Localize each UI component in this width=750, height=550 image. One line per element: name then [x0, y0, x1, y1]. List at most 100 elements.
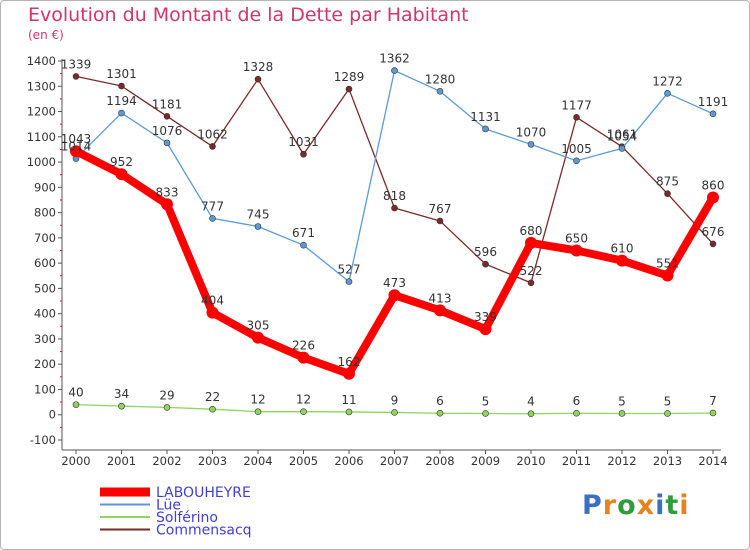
data-label: 413 — [429, 291, 452, 305]
data-label: 680 — [520, 224, 543, 238]
x-tick-label: 2012 — [607, 454, 636, 468]
y-tick-label: 300 — [34, 332, 56, 346]
data-label: 860 — [702, 178, 725, 192]
data-label: 676 — [702, 225, 725, 239]
data-label: 6 — [436, 394, 444, 408]
y-tick-label: 100 — [34, 382, 56, 396]
logo-letter: i — [679, 490, 690, 521]
data-label: 7 — [709, 394, 717, 408]
data-label: 404 — [201, 294, 224, 308]
data-point — [300, 241, 307, 249]
data-label: 1054 — [607, 129, 638, 143]
data-label: 777 — [201, 199, 224, 213]
data-point — [436, 217, 444, 225]
data-point — [618, 145, 626, 152]
data-label: 1131 — [470, 110, 501, 124]
proxiti-logo: Proxiti — [582, 490, 690, 521]
data-point — [72, 401, 80, 408]
data-label: 34 — [114, 387, 129, 401]
y-tick-label: -100 — [30, 433, 56, 447]
y-tick-label: 700 — [34, 231, 56, 245]
data-point — [664, 90, 671, 97]
data-point — [206, 306, 219, 319]
data-point — [297, 351, 310, 364]
data-label: 1061 — [607, 128, 638, 142]
data-label: 818 — [383, 189, 406, 203]
data-label: 1076 — [152, 124, 183, 138]
data-point — [118, 402, 125, 410]
data-label: 1043 — [61, 132, 92, 146]
data-point — [209, 405, 216, 413]
data-point — [391, 409, 398, 416]
data-point — [343, 367, 355, 380]
data-point — [345, 408, 353, 416]
data-point — [70, 145, 82, 158]
data-point — [161, 198, 173, 211]
data-point — [709, 409, 717, 417]
y-tick-label: 1300 — [27, 79, 56, 93]
data-label: 11 — [341, 393, 356, 407]
data-label: 9 — [391, 393, 399, 407]
data-point — [707, 191, 719, 204]
data-label: 305 — [247, 319, 270, 333]
data-point — [616, 254, 628, 267]
data-label: 162 — [338, 355, 361, 369]
data-point — [115, 168, 128, 181]
data-label: 4 — [527, 395, 535, 409]
data-label: 226 — [292, 339, 315, 353]
y-tick-label: 500 — [34, 281, 56, 295]
data-label: 473 — [383, 276, 406, 290]
data-label: 1194 — [106, 94, 137, 108]
data-label: 551 — [656, 257, 679, 271]
data-label: 5 — [482, 394, 490, 408]
logo-letter: i — [655, 490, 666, 521]
data-point — [252, 331, 264, 344]
data-point — [72, 73, 80, 80]
data-label: 1031 — [288, 135, 319, 149]
data-point — [527, 279, 535, 287]
x-tick-label: 2009 — [471, 454, 500, 468]
data-point — [482, 260, 489, 268]
data-point — [664, 410, 671, 417]
unit-label: (en €) — [28, 28, 64, 42]
data-point — [479, 323, 492, 336]
data-label: 745 — [247, 207, 270, 221]
data-label: 1362 — [379, 52, 410, 66]
data-label: 5 — [664, 394, 672, 408]
data-label: 12 — [250, 393, 265, 407]
data-point — [345, 85, 353, 93]
data-point — [163, 139, 171, 147]
logo-letter: x — [636, 490, 656, 521]
data-label: 29 — [159, 388, 174, 402]
x-tick-label: 2013 — [653, 454, 682, 468]
y-tick-label: 400 — [34, 307, 56, 321]
data-label: 1328 — [243, 60, 274, 74]
data-point — [527, 141, 535, 148]
y-tick-label: 1400 — [27, 54, 56, 68]
data-point — [573, 409, 580, 417]
logo-letter: r — [602, 490, 618, 521]
data-point — [527, 410, 535, 418]
chart-title: Evolution du Montant de la Dette par Hab… — [28, 4, 469, 26]
data-point — [434, 304, 446, 317]
x-tick-label: 2000 — [61, 454, 90, 468]
data-point — [573, 157, 580, 165]
data-point — [209, 215, 216, 222]
data-label: 339 — [474, 310, 497, 324]
data-point — [391, 67, 398, 74]
y-tick-label: 600 — [34, 256, 56, 270]
data-label: 1005 — [561, 142, 592, 156]
data-label: 6 — [573, 394, 581, 408]
y-tick-label: 1000 — [27, 155, 56, 169]
data-label: 1272 — [652, 74, 683, 88]
data-point — [163, 404, 171, 411]
logo-letter: t — [665, 490, 680, 521]
data-label: 1070 — [516, 125, 547, 139]
data-label: 1062 — [197, 127, 228, 141]
data-point — [709, 240, 717, 248]
x-tick-label: 2004 — [243, 454, 272, 468]
data-label: 610 — [611, 242, 634, 256]
x-tick-label: 2005 — [289, 454, 318, 468]
data-point — [618, 410, 626, 417]
